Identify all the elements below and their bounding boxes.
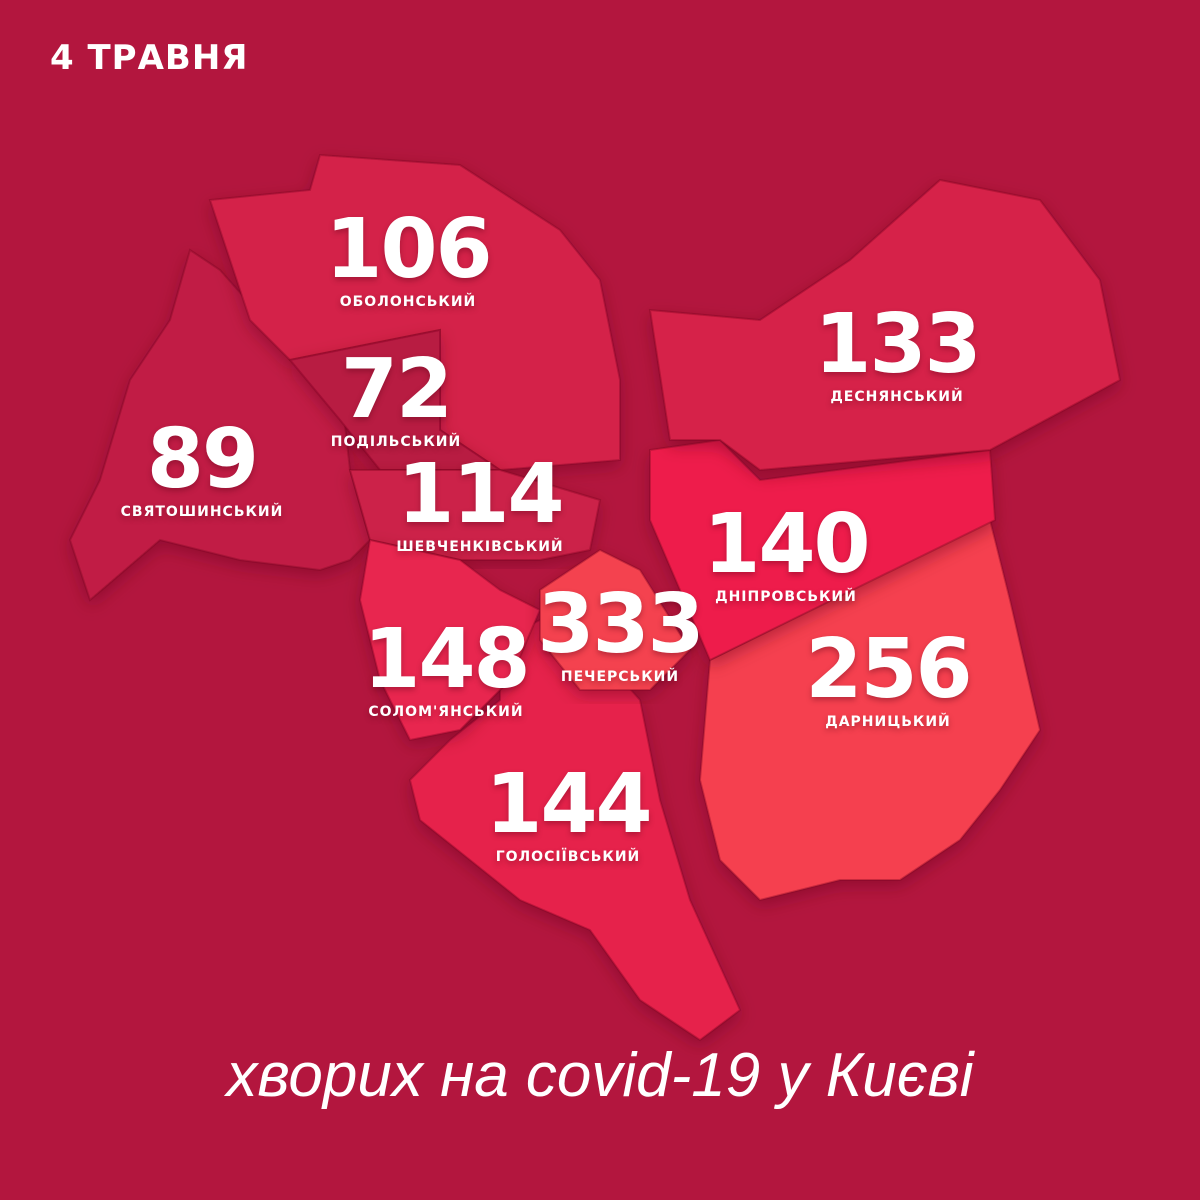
footer-caption: хворих на covid-19 у Києві <box>226 1041 974 1110</box>
label-sviatoshynskyi: 89 СВЯТОШИНСЬКИЙ <box>120 412 284 521</box>
label-holosiivskyi: 144 ГОЛОСІЇВСЬКИЙ <box>485 757 652 866</box>
district-pecherskyi[interactable] <box>539 548 692 691</box>
case-count: 256 <box>805 622 972 717</box>
case-count: 89 <box>146 412 259 507</box>
district-name: СВЯТОШИНСЬКИЙ <box>120 504 284 520</box>
case-count: 333 <box>537 577 704 672</box>
label-solomianskyi: 148 СОЛОМ'ЯНСЬКИЙ <box>363 612 530 721</box>
case-count: 133 <box>814 297 981 392</box>
case-count: 106 <box>325 202 492 297</box>
district-name: ПОДІЛЬСЬКИЙ <box>330 434 462 450</box>
case-count: 148 <box>363 612 530 707</box>
case-count: 140 <box>703 497 870 592</box>
district-name: ПЕЧЕРСЬКИЙ <box>560 669 680 685</box>
district-name: СОЛОМ'ЯНСЬКИЙ <box>368 704 524 720</box>
district-name: ОБОЛОНСЬКИЙ <box>339 294 477 310</box>
label-darnytskyi: 256 ДАРНИЦЬКИЙ <box>805 622 972 731</box>
district-name: ДЕСНЯНСЬКИЙ <box>830 389 964 405</box>
district-name: ШЕВЧЕНКІВСЬКИЙ <box>396 539 564 555</box>
district-solomianskyi[interactable] <box>358 538 542 742</box>
district-dniprovskyi[interactable] <box>649 438 997 662</box>
district-name: ДАРНИЦЬКИЙ <box>825 714 951 730</box>
label-desnianskyi: 133 ДЕСНЯНСЬКИЙ <box>814 297 981 406</box>
date-heading: 4 ТРАВНЯ <box>50 38 249 78</box>
case-count: 72 <box>340 342 453 437</box>
district-darnytskyi[interactable] <box>698 518 1042 902</box>
case-count: 144 <box>485 757 652 852</box>
district-desnianskyi[interactable] <box>648 178 1122 472</box>
district-name: ГОЛОСІЇВСЬКИЙ <box>495 849 641 865</box>
label-podilskyi: 72 ПОДІЛЬСЬКИЙ <box>330 342 462 451</box>
label-obolonskyi: 106 ОБОЛОНСЬКИЙ <box>325 202 492 311</box>
label-dniprovskyi: 140 ДНІПРОВСЬКИЙ <box>703 497 870 606</box>
district-name: ДНІПРОВСЬКИЙ <box>715 589 857 605</box>
label-pecherskyi: 333 ПЕЧЕРСЬКИЙ <box>537 577 704 686</box>
district-holosiivskyi[interactable] <box>408 608 742 1042</box>
label-shevchenkivskyi: 114 ШЕВЧЕНКІВСЬКИЙ <box>396 447 564 556</box>
case-count: 114 <box>397 447 564 542</box>
